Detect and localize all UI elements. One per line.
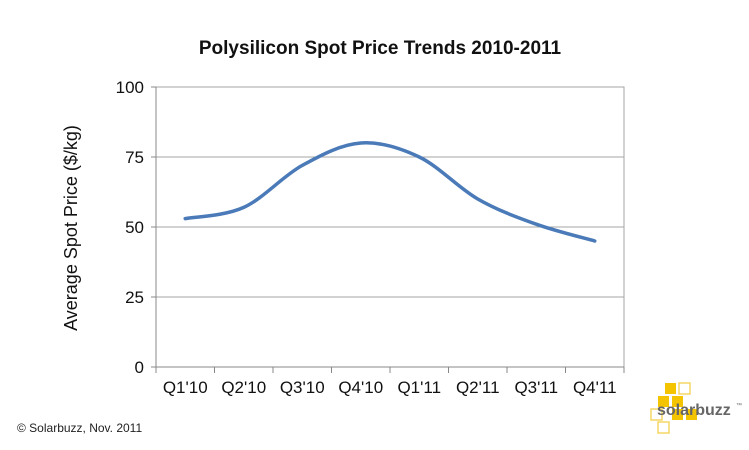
x-tick-label: Q4'10 xyxy=(338,378,383,397)
solarbuzz-logo: solarbuzz ™ xyxy=(648,381,748,441)
series-line xyxy=(183,141,597,243)
y-tick-label: 100 xyxy=(116,78,144,97)
svg-text:solarbuzz: solarbuzz xyxy=(657,402,731,419)
svg-text:™: ™ xyxy=(736,402,742,409)
x-tick-label: Q1'11 xyxy=(397,378,441,397)
x-tick-label: Q3'11 xyxy=(514,378,558,397)
x-tick-label: Q1'10 xyxy=(163,378,208,397)
y-tick-label: 25 xyxy=(125,288,144,307)
x-tick-label: Q2'10 xyxy=(221,378,266,397)
y-tick-label: 50 xyxy=(125,218,144,237)
x-tick-label: Q2'11 xyxy=(456,378,500,397)
chart-title: Polysilicon Spot Price Trends 2010-2011 xyxy=(199,38,562,59)
y-tick-label: 0 xyxy=(135,358,144,377)
y-tick-label: 75 xyxy=(125,148,144,167)
x-tick-label: Q4'11 xyxy=(573,378,617,397)
x-tick-label: Q3'10 xyxy=(280,378,325,397)
copyright-credit: © Solarbuzz, Nov. 2011 xyxy=(17,421,143,435)
y-axis-label: Average Spot Price ($/kg) xyxy=(61,125,81,331)
